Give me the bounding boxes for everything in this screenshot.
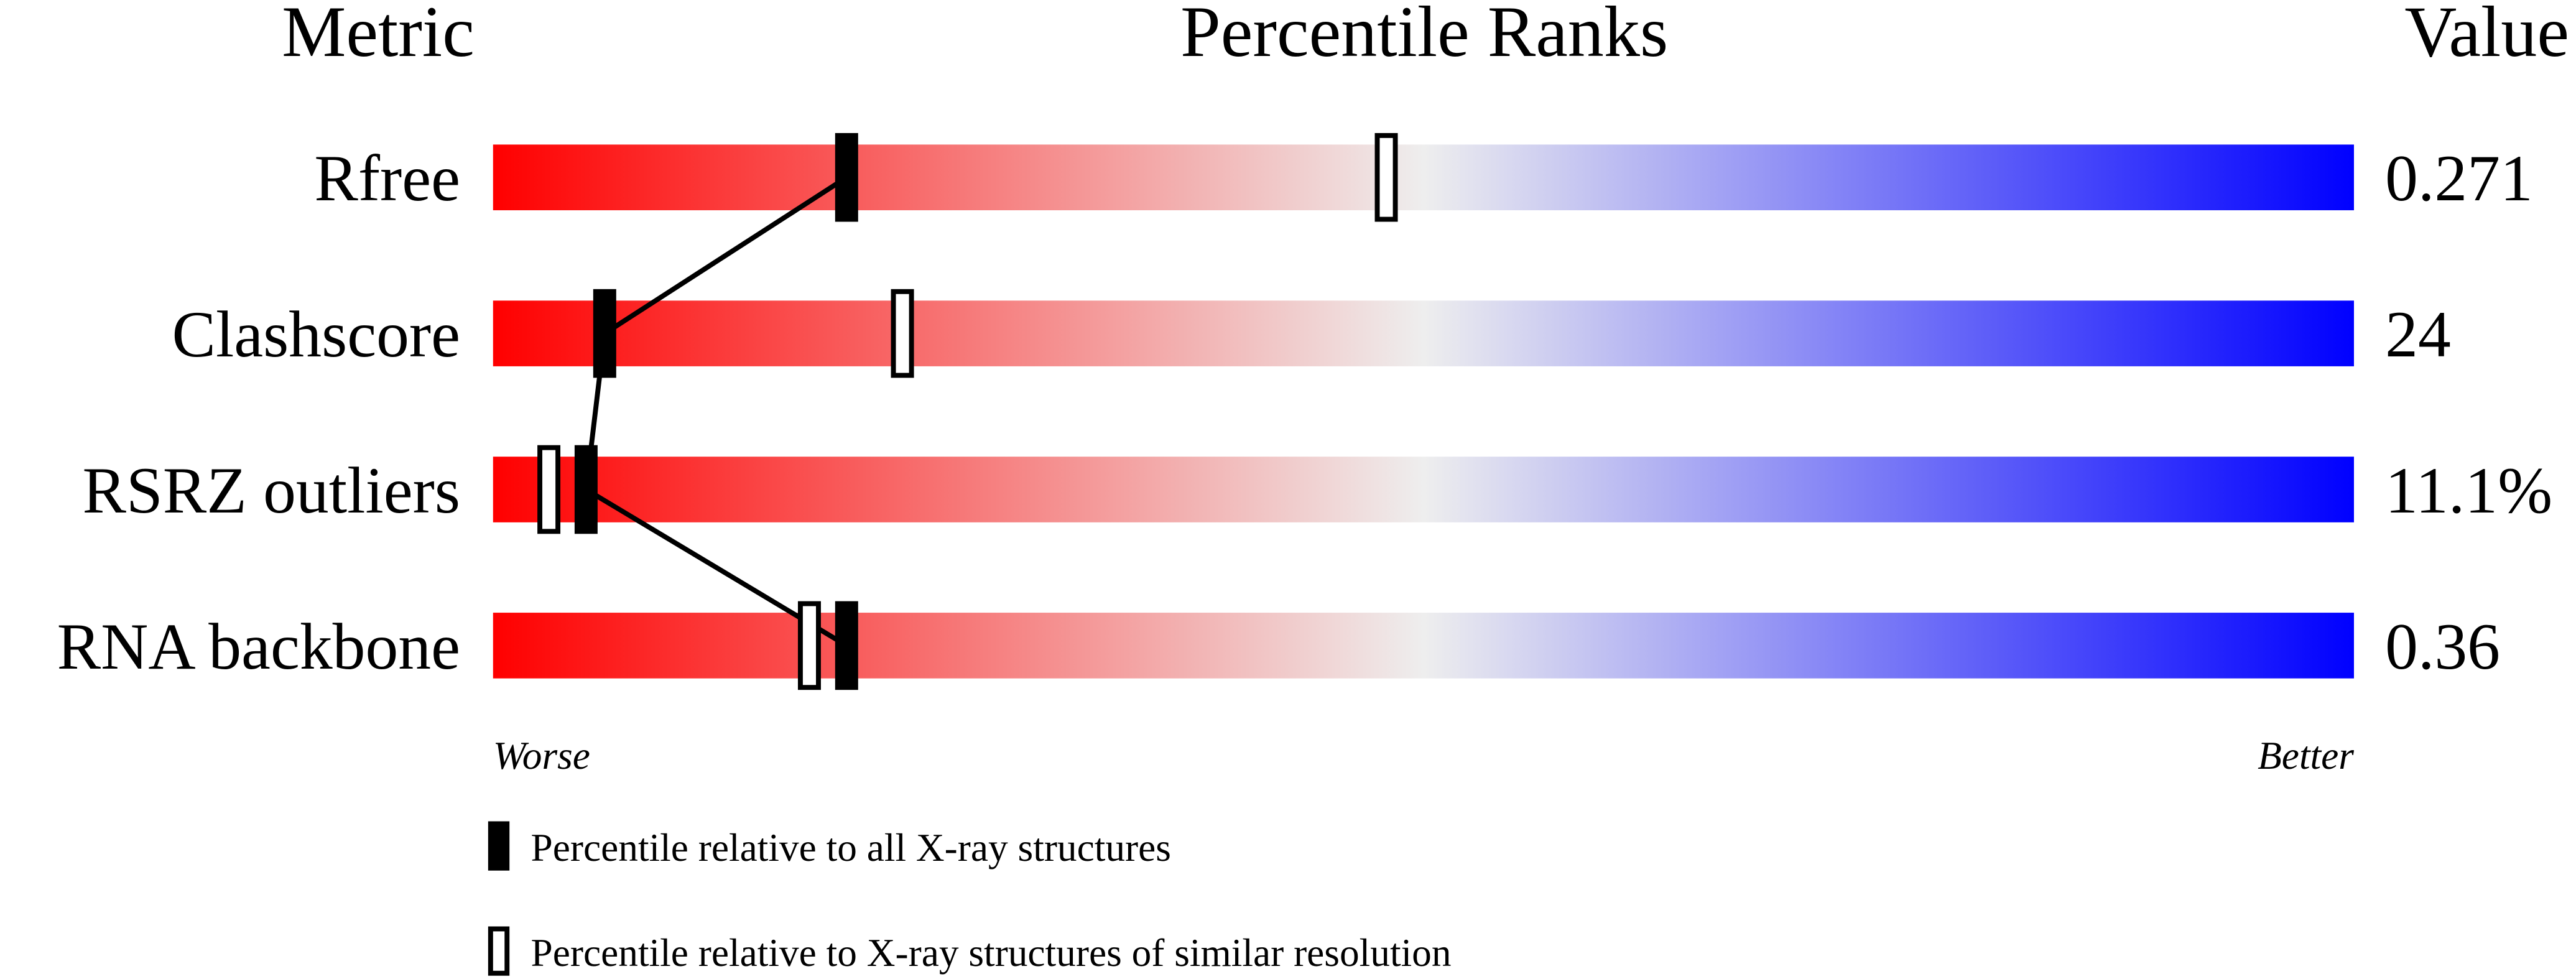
metric-label: RSRZ outliers — [83, 454, 460, 527]
all-structures-marker — [574, 445, 598, 534]
all-structures-marker — [593, 289, 616, 378]
legend-swatch — [488, 926, 510, 976]
percentile-bar — [493, 144, 2354, 211]
similar-resolution-marker — [891, 289, 914, 378]
value-header: Value — [2404, 0, 2569, 72]
better-label: Better — [2258, 734, 2354, 777]
percentile-line — [583, 175, 848, 648]
percentile-bar — [493, 457, 2354, 522]
legend-label: Percentile relative to all X-ray structu… — [531, 826, 1171, 870]
metric-header: Metric — [282, 0, 475, 72]
legend-swatch — [488, 821, 510, 871]
similar-resolution-marker — [1374, 132, 1398, 222]
metric-value: 0.271 — [2385, 142, 2533, 215]
percentile-bar — [493, 613, 2354, 679]
similar-resolution-marker — [537, 445, 561, 534]
metric-value: 24 — [2385, 298, 2451, 371]
worse-label: Worse — [493, 734, 590, 777]
all-structures-marker — [835, 601, 858, 690]
metric-label: RNA backbone — [57, 610, 460, 683]
metric-label: Rfree — [314, 142, 460, 215]
metric-value: 11.1% — [2385, 454, 2552, 527]
legend-label: Percentile relative to X-ray structures … — [531, 931, 1452, 975]
similar-resolution-marker — [797, 601, 821, 690]
metric-label: Clashscore — [172, 298, 460, 371]
all-structures-marker — [835, 132, 858, 222]
ranks-header: Percentile Ranks — [1180, 0, 1668, 72]
percentile-bar — [493, 300, 2354, 366]
metric-value: 0.36 — [2385, 610, 2500, 683]
